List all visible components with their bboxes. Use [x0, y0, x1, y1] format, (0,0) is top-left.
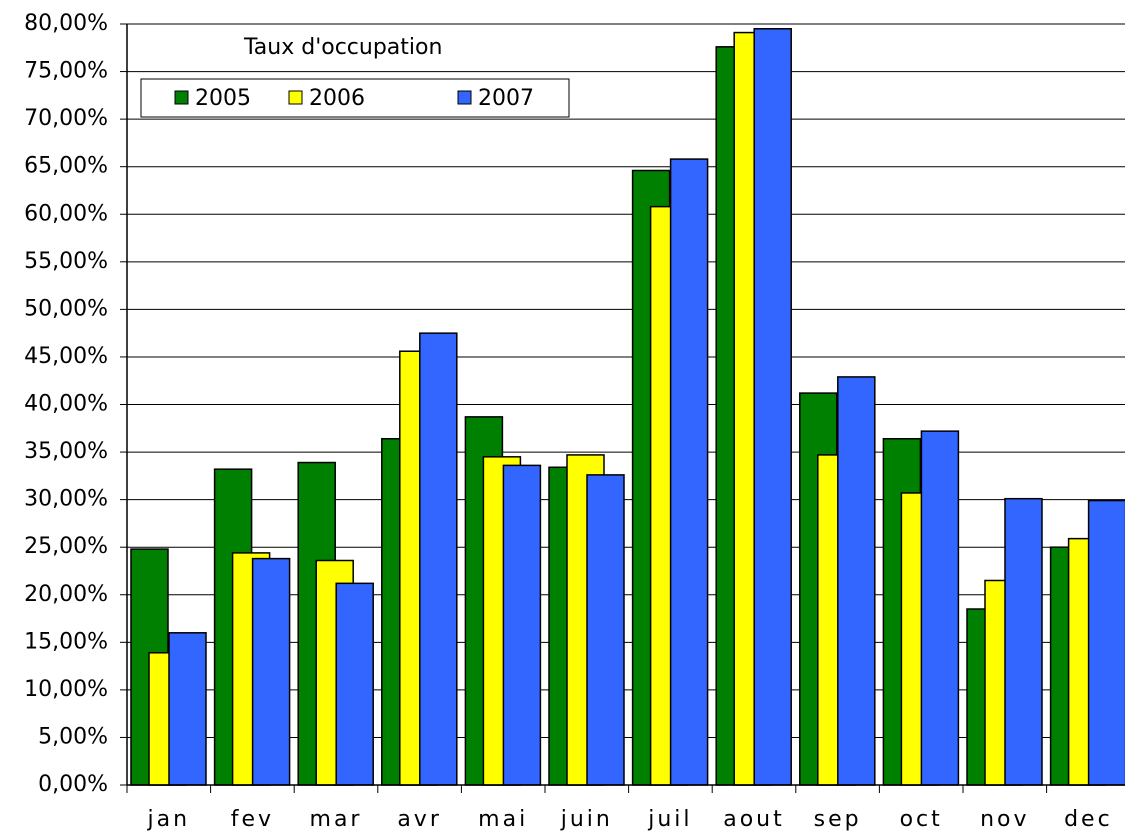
legend-swatch	[457, 90, 472, 105]
x-tick-label: dec	[1064, 807, 1113, 832]
legend-box	[140, 78, 570, 118]
legend-label: 2005	[195, 86, 251, 111]
bar	[753, 28, 792, 786]
y-tick-label: 5,00%	[38, 724, 108, 749]
y-tick-label: 65,00%	[24, 154, 108, 179]
bar	[419, 332, 458, 786]
legend-swatch	[288, 90, 303, 105]
y-tick-label: 70,00%	[24, 106, 108, 131]
bar	[1004, 497, 1043, 786]
x-tick-label: jan	[147, 807, 191, 832]
x-tick-label: aout	[723, 807, 785, 832]
y-tick-label: 30,00%	[24, 487, 108, 512]
x-tick-label: juil	[647, 807, 692, 832]
x-tick-label: nov	[980, 807, 1029, 832]
y-tick-label: 35,00%	[24, 439, 108, 464]
bar	[920, 430, 960, 786]
bar	[1087, 499, 1125, 786]
x-tick-label: juin	[560, 807, 613, 832]
bar	[837, 376, 876, 786]
bar	[168, 632, 207, 786]
y-tick-label: 20,00%	[24, 582, 108, 607]
x-tick-label: mar	[310, 807, 363, 832]
bar	[586, 474, 625, 786]
bar	[335, 582, 374, 786]
y-tick-label: 25,00%	[24, 534, 108, 559]
y-tick-label: 45,00%	[24, 344, 108, 369]
x-tick-label: oct	[900, 807, 943, 832]
legend-label: 2006	[309, 86, 365, 111]
legend-swatch	[174, 90, 189, 105]
bar	[251, 557, 291, 786]
y-tick-label: 50,00%	[24, 296, 108, 321]
y-tick-label: 60,00%	[24, 201, 108, 226]
chart-title: Taux d'occupation	[243, 35, 442, 60]
x-tick-label: fev	[231, 807, 274, 832]
x-tick-label: mai	[478, 807, 528, 832]
bar	[669, 158, 709, 786]
y-tick-label: 0,00%	[38, 772, 108, 797]
y-tick-label: 55,00%	[24, 249, 108, 274]
x-tick-label: avr	[397, 807, 442, 832]
y-tick-label: 40,00%	[24, 392, 108, 417]
legend-label: 2007	[478, 86, 534, 111]
y-tick-label: 10,00%	[24, 677, 108, 702]
y-tick-label: 80,00%	[24, 11, 108, 36]
y-tick-label: 75,00%	[24, 59, 108, 84]
bar	[502, 464, 542, 786]
x-tick-label: sep	[814, 807, 862, 832]
y-tick-label: 15,00%	[24, 629, 108, 654]
